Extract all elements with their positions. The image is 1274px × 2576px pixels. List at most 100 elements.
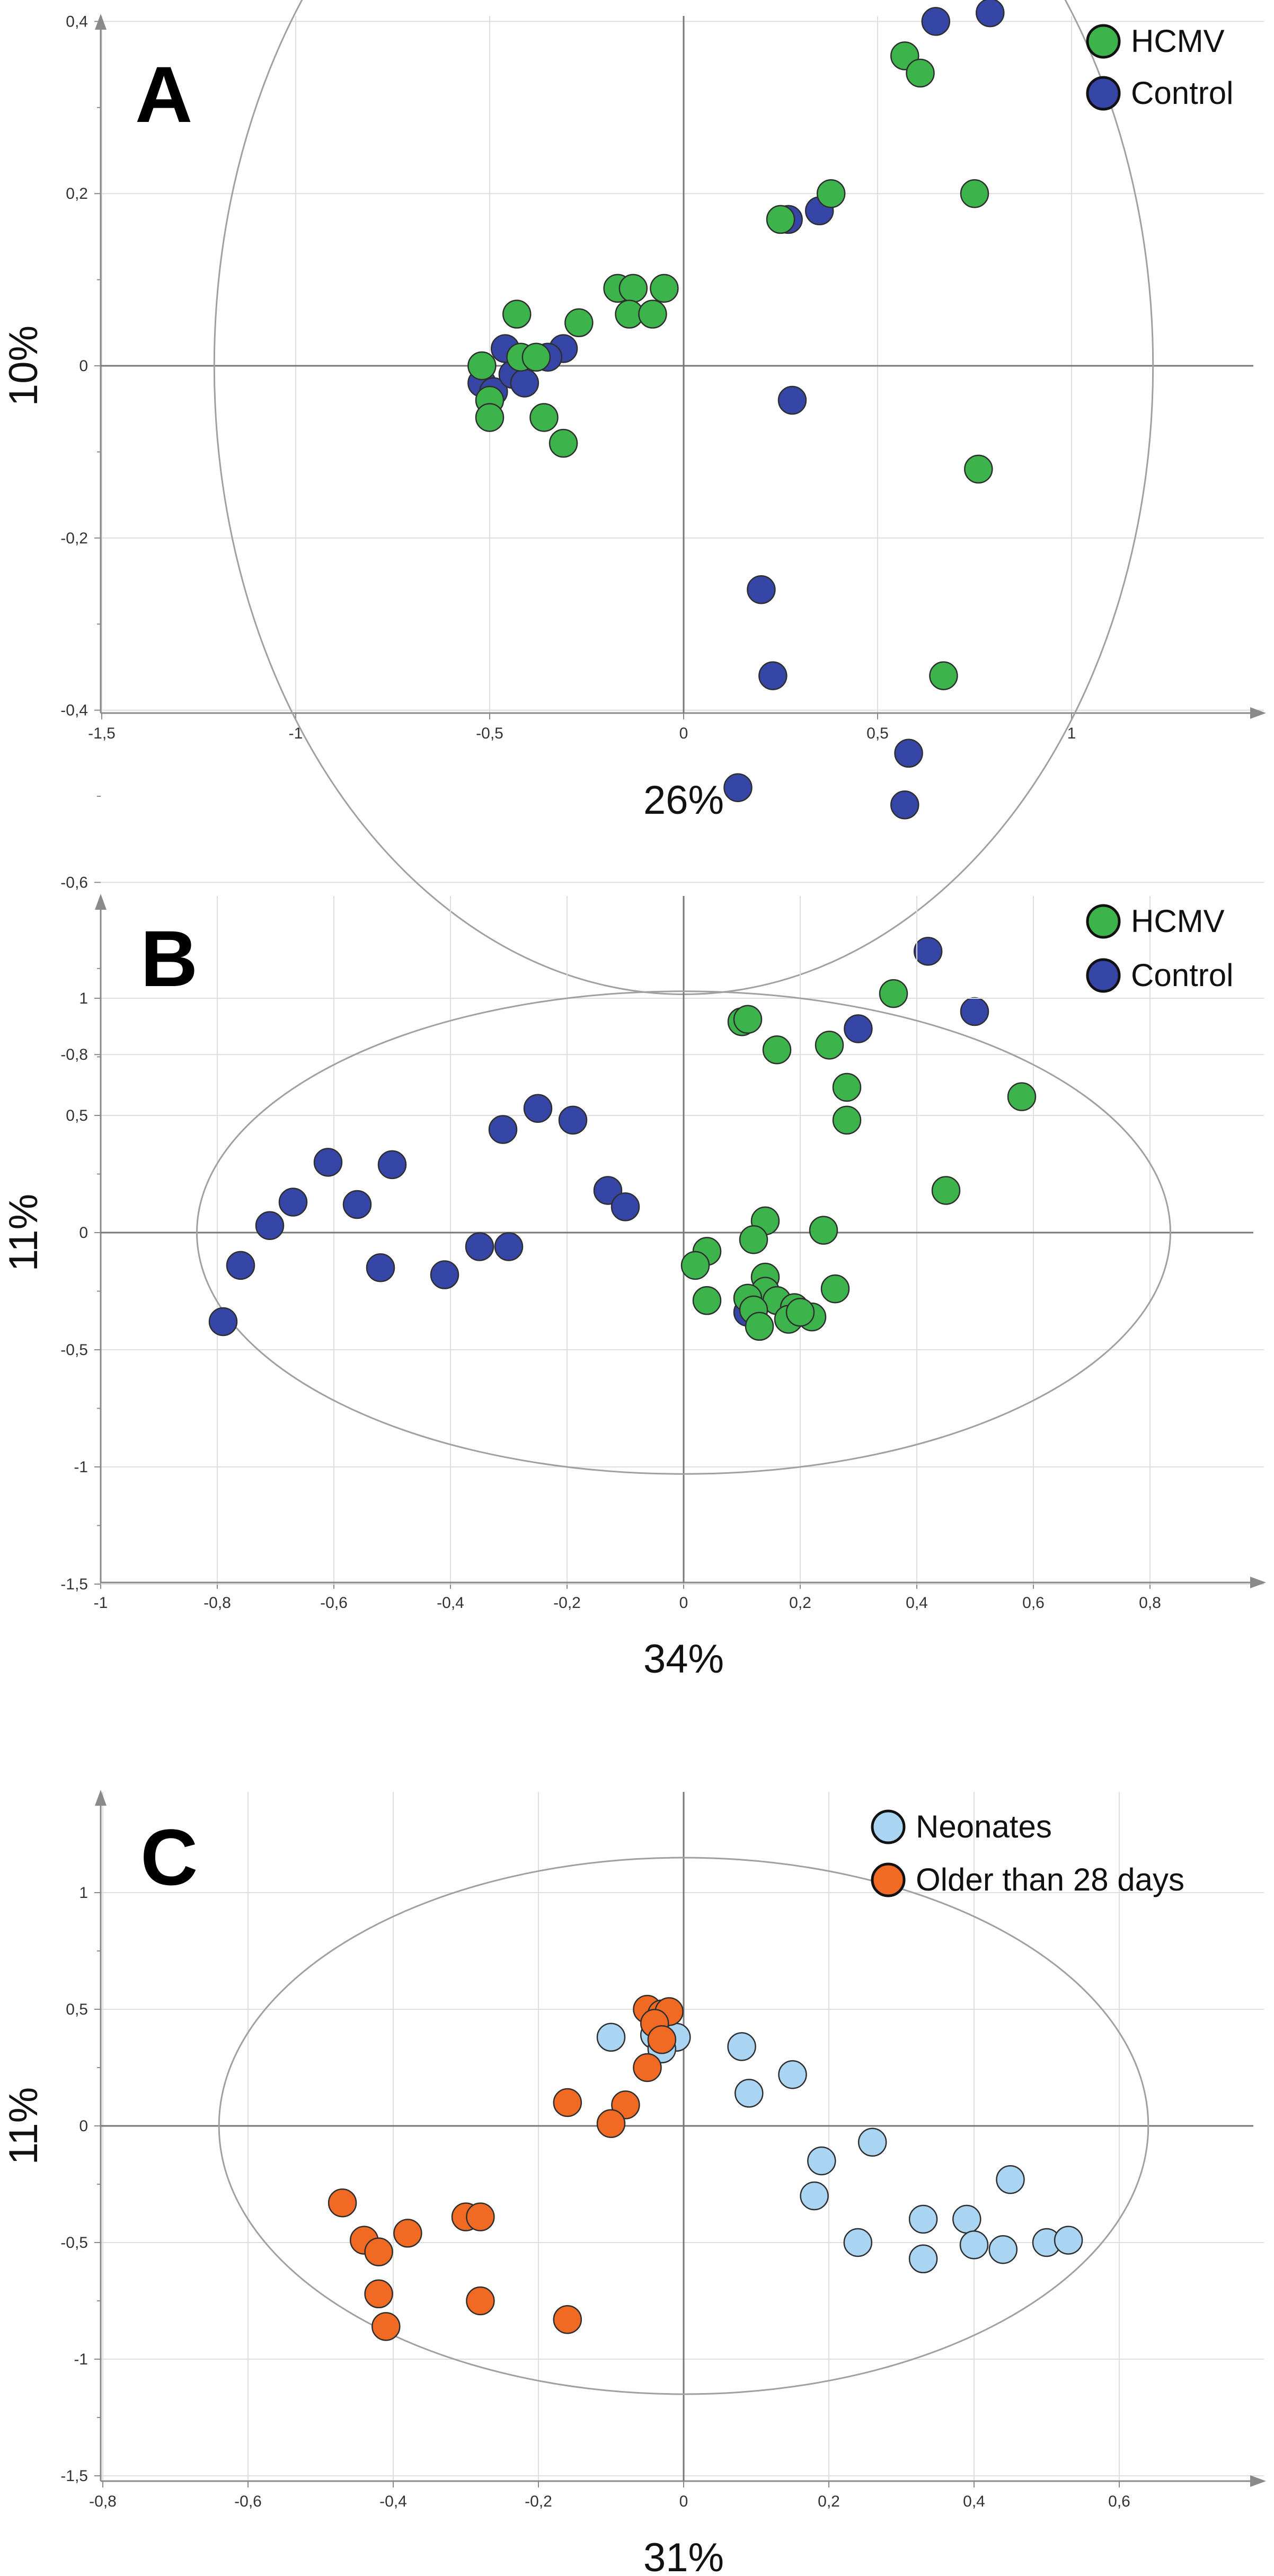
data-point-control: [255, 1211, 285, 1240]
x-tick-label: -0,6: [320, 1594, 348, 1612]
data-point-neonates: [952, 2204, 981, 2234]
data-point-control: [208, 1307, 238, 1337]
panel-b: -1 -0,8 -0,6 -0,4 -0,2 0 0,2 0,4 0,6 0,8 1 0,5 0 -0,5…: [1, 894, 1266, 1682]
data-point-control: [494, 1232, 524, 1261]
legend: Neonates Older than 28 days: [871, 1809, 1184, 1897]
data-point-older: [364, 2279, 393, 2309]
x-axis-arrow: [1250, 1577, 1266, 1588]
data-point-control: [758, 661, 788, 690]
y-tick-label: -0,4: [60, 702, 88, 719]
data-point-neonates: [735, 2079, 764, 2108]
data-point-older: [328, 2188, 357, 2218]
data-point-control: [465, 1232, 494, 1261]
data-point-control: [777, 385, 807, 415]
panel-letter: A: [135, 50, 192, 139]
y-tick-label: 0: [79, 1224, 88, 1242]
x-tick-label: 0: [679, 1594, 688, 1612]
data-point-hcmv: [502, 300, 532, 329]
data-point-control: [488, 1115, 518, 1144]
x-axis-title: 34%: [643, 1637, 724, 1682]
series-control: [467, 0, 1005, 1043]
data-point-hcmv: [879, 979, 908, 1008]
data-point-hcmv: [906, 58, 935, 88]
y-tick-label: 1: [79, 990, 88, 1007]
data-point-older: [553, 2088, 582, 2117]
confidence-ellipse: [196, 990, 1171, 1475]
data-point-neonates: [843, 2228, 873, 2257]
x-tick-label: 1: [1067, 725, 1076, 742]
y-tick-label: -1: [74, 2351, 88, 2368]
x-tick-label: 0,4: [963, 2493, 985, 2510]
series-older: [328, 1994, 684, 2341]
y-tick-label: -1,5: [60, 2467, 88, 2485]
legend: HCMV Control: [1086, 903, 1233, 993]
confidence-ellipse: [218, 1857, 1149, 2395]
legend-label: Older than 28 days: [916, 1862, 1184, 1897]
data-point-hcmv: [650, 274, 679, 303]
panel-letter: C: [140, 1813, 198, 1902]
data-point-hcmv: [692, 1286, 722, 1315]
data-point-hcmv: [960, 179, 989, 208]
legend-marker-control: [1086, 76, 1121, 111]
x-tick-label: -0,2: [525, 2493, 552, 2510]
y-tick-label: -1: [74, 1458, 88, 1476]
data-point-older: [633, 2053, 662, 2082]
x-tick-label: 0,6: [1022, 1594, 1045, 1612]
x-tick-label: 0,5: [866, 725, 889, 742]
data-point-hcmv: [1007, 1082, 1037, 1111]
legend-label: HCMV: [1131, 23, 1225, 59]
y-tick-label: 0: [79, 2117, 88, 2135]
data-point-neonates: [996, 2165, 1025, 2194]
data-point-neonates: [988, 2235, 1018, 2264]
x-tick-label: 0,2: [818, 2493, 840, 2510]
x-tick-label: -0,8: [89, 2493, 117, 2510]
legend-marker-hcmv: [1086, 904, 1121, 939]
data-point-older: [364, 2237, 393, 2266]
series-control: [208, 1094, 763, 1337]
data-point-neonates: [727, 2032, 756, 2061]
x-tick-label: -1: [94, 1594, 108, 1612]
x-tick-label: -1,5: [88, 725, 116, 742]
data-point-hcmv: [564, 308, 594, 338]
data-point-hcmv: [964, 454, 993, 484]
x-tick-label: 0,2: [789, 1594, 811, 1612]
data-point-control: [913, 937, 943, 966]
x-tick-label: -1: [289, 725, 303, 742]
x-tick-label: -0,2: [553, 1594, 581, 1612]
data-point-older: [466, 2202, 495, 2231]
data-point-hcmv: [739, 1225, 768, 1254]
data-point-control: [523, 1094, 553, 1123]
data-point-older: [596, 2109, 626, 2138]
data-point-neonates: [959, 2230, 989, 2260]
y-tick-label: 0: [79, 357, 88, 375]
y-axis-title: 11%: [1, 2087, 46, 2165]
x-tick-label: -0,4: [379, 2493, 407, 2510]
data-point-control: [747, 575, 776, 604]
data-point-older: [393, 2219, 422, 2248]
data-point-hcmv: [931, 1176, 961, 1205]
data-point-control: [558, 1105, 588, 1135]
series-hcmv: [680, 979, 1037, 1341]
data-point-control: [960, 997, 989, 1026]
legend-label: Control: [1131, 957, 1233, 993]
data-point-hcmv: [745, 1312, 774, 1341]
y-tick-label: -0,5: [60, 2234, 88, 2252]
data-point-hcmv: [816, 179, 846, 208]
y-tick-label: 0,4: [66, 13, 88, 30]
y-tick-label: -0,2: [60, 530, 88, 547]
data-point-control: [921, 7, 951, 36]
data-point-hcmv: [618, 274, 648, 303]
legend-label: HCMV: [1131, 903, 1225, 939]
panel-letter: B: [140, 914, 198, 1003]
data-point-older: [466, 2286, 495, 2316]
data-point-older: [647, 2025, 677, 2054]
legend-marker-control: [1086, 958, 1121, 993]
legend-marker-neonates: [871, 1809, 906, 1844]
data-point-hcmv: [521, 342, 551, 372]
data-point-control: [894, 738, 923, 768]
data-point-hcmv: [467, 351, 497, 381]
data-point-hcmv: [832, 1072, 862, 1102]
y-tick-label: 0,2: [66, 185, 88, 203]
data-point-hcmv: [475, 403, 505, 432]
data-point-control: [313, 1148, 343, 1177]
